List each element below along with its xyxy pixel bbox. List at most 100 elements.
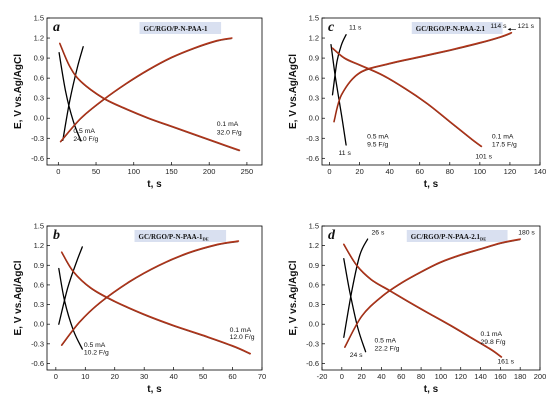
y-tick-label: 0.6	[34, 280, 44, 289]
y-tick-label: 0.6	[309, 74, 319, 83]
x-tick-label: 50	[92, 167, 100, 176]
series-0-5-ma-discharge	[343, 258, 367, 353]
series-0-1-ma-discharge	[60, 251, 251, 355]
y-tick-label: 1.5	[34, 222, 44, 231]
annotation-label: 17.5 F/g	[492, 141, 517, 148]
x-tick-label: 60	[228, 372, 236, 381]
title-background	[134, 230, 227, 242]
series-cycle-overlay	[332, 48, 482, 148]
y-tick-label: 1.2	[34, 241, 44, 250]
plot-frame	[46, 225, 263, 371]
panel-letter: b	[53, 228, 60, 243]
y-tick-label: 0.0	[34, 320, 44, 329]
annotation-label: 0.1 mA	[492, 133, 514, 140]
y-axis-label: E, V vs.Ag/AgCl	[13, 54, 24, 129]
panel-title: GC/RGO/P-N-PAA-1DE	[134, 230, 227, 242]
series-0-5-ma-charge	[343, 238, 369, 338]
x-axis-label: t, s	[424, 384, 439, 395]
annotation-label: 10.2 F/g	[84, 349, 109, 356]
series-layer	[58, 37, 241, 152]
series-layer	[330, 31, 513, 148]
annotation-label: 180 s	[518, 230, 535, 237]
y-tick-label: -0.3	[31, 134, 44, 143]
x-tick-label: 40	[377, 372, 385, 381]
y-tick-label: -0.3	[306, 134, 319, 143]
panel-a: 0 50 100 150 200 250 -0.6 -0.3 0.0 0.3 0.6 0.9 1.2 1.…	[13, 14, 263, 190]
y-tick-label: 0.9	[34, 261, 44, 270]
annotation-label: 24.0 F/g	[73, 136, 98, 143]
y-tick-label: -0.6	[31, 154, 44, 163]
annotation-label: 0.5 mA	[375, 338, 397, 345]
series-cycle-overlay	[61, 241, 239, 347]
title-subscript: DE	[203, 237, 209, 242]
plot-frame	[321, 17, 541, 166]
x-tick-label: 140	[474, 372, 487, 381]
x-tick-label: 150	[165, 167, 178, 176]
annotation-label: 121 s	[517, 23, 534, 30]
x-tick-label: 140	[534, 167, 547, 176]
y-tick-label: 1.5	[309, 222, 319, 231]
series-layer	[58, 240, 251, 355]
y-tick-label: 0.9	[309, 261, 319, 270]
title-background	[411, 22, 503, 34]
annotation-label: 0.1 mA	[481, 331, 503, 338]
y-tick-label: -0.3	[306, 339, 319, 348]
annotation-label: 11 s	[339, 150, 352, 157]
panel-title: GC/RGO/P-N-PAA-2.1DE	[406, 230, 508, 242]
title-text: GC/RGO/P-N-PAA-1	[144, 25, 209, 33]
y-tick-label: 0.9	[34, 54, 44, 63]
annotation-label: 26 s	[372, 230, 385, 237]
series-cycle-overlay	[61, 252, 251, 355]
title-text: GC/RGO/P-N-PAA-2.1	[416, 25, 486, 33]
y-tick-label: 0.3	[34, 300, 44, 309]
y-tick-label: 0.6	[309, 280, 319, 289]
x-tick-label: 20	[357, 372, 365, 381]
x-tick-label: 50	[199, 372, 207, 381]
x-tick-label: 120	[504, 167, 517, 176]
y-tick-label: -0.6	[306, 359, 319, 368]
x-tick-label: 180	[514, 372, 527, 381]
y-tick-label: 0.6	[34, 74, 44, 83]
title-text: GC/RGO/P-N-PAA-2.1DE	[411, 233, 487, 242]
y-tick-label: -0.3	[31, 339, 44, 348]
y-tick-label: 1.2	[309, 34, 319, 43]
panel-d: -20 0 20 40 60 80 100 120 140 160 180 200 -0.6 -0.3 0.…	[288, 222, 546, 396]
series-cycle-overlay	[59, 44, 240, 152]
series-0-5-ma-discharge	[330, 44, 347, 146]
series-cycle-overlay	[344, 239, 521, 349]
title-background	[406, 230, 508, 242]
x-tick-label: 80	[417, 372, 425, 381]
x-tick-label: 70	[258, 372, 266, 381]
x-tick-label: -20	[317, 372, 328, 381]
annotation-label: 32.0 F/g	[217, 129, 242, 136]
series-0-1-ma-charge	[59, 37, 233, 143]
annotation-label: 29.8 F/g	[481, 339, 506, 346]
series-0-5-ma-charge	[62, 46, 84, 141]
y-tick-label: 1.5	[34, 14, 44, 23]
x-tick-label: 160	[494, 372, 507, 381]
x-tick-label: 30	[140, 372, 148, 381]
x-tick-label: 250	[241, 167, 254, 176]
annotation-label: 0.5 mA	[73, 128, 95, 135]
x-tick-label: 40	[169, 372, 177, 381]
y-tick-label: 0.3	[309, 94, 319, 103]
y-axis-label: E, V vs.Ag/AgCl	[13, 260, 24, 335]
y-tick-label: 0.3	[34, 94, 44, 103]
x-tick-label: 120	[454, 372, 467, 381]
x-tick-label: 10	[81, 372, 89, 381]
annotation-label: 9.5 F/g	[367, 141, 388, 148]
x-tick-label: 80	[446, 167, 454, 176]
series-0-1-ma-discharge	[343, 243, 503, 358]
series-0-5-ma-discharge	[58, 52, 82, 142]
series-0-1-ma-charge	[333, 31, 513, 123]
annotation-label: 22.2 F/g	[375, 345, 400, 352]
x-tick-label: 0	[340, 372, 344, 381]
annotation-label: 0.1 mA	[230, 327, 252, 334]
panel-letter: c	[328, 20, 335, 35]
x-tick-label: 100	[127, 167, 140, 176]
series-0-1-ma-charge	[60, 240, 240, 346]
annotation-label: 0.5 mA	[84, 342, 106, 349]
annotation-label: 12.0 F/g	[230, 334, 255, 341]
annotation-label: 11 s	[349, 24, 362, 31]
series-cycle-overlay	[343, 245, 502, 358]
